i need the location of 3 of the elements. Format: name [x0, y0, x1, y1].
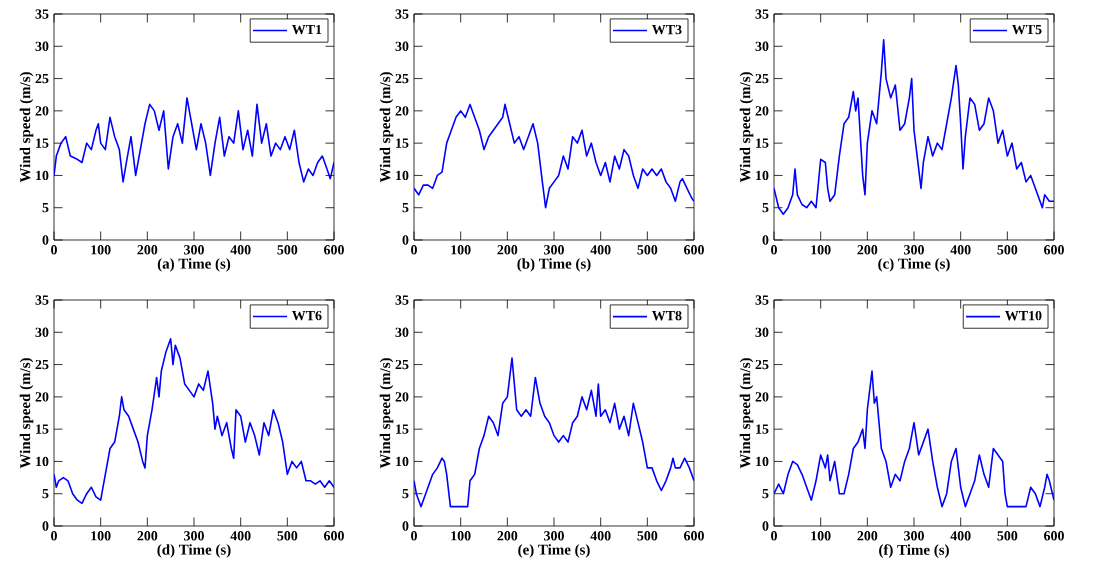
- line-series: [774, 39, 1055, 215]
- line-series: [54, 337, 334, 505]
- line-series: [54, 97, 334, 183]
